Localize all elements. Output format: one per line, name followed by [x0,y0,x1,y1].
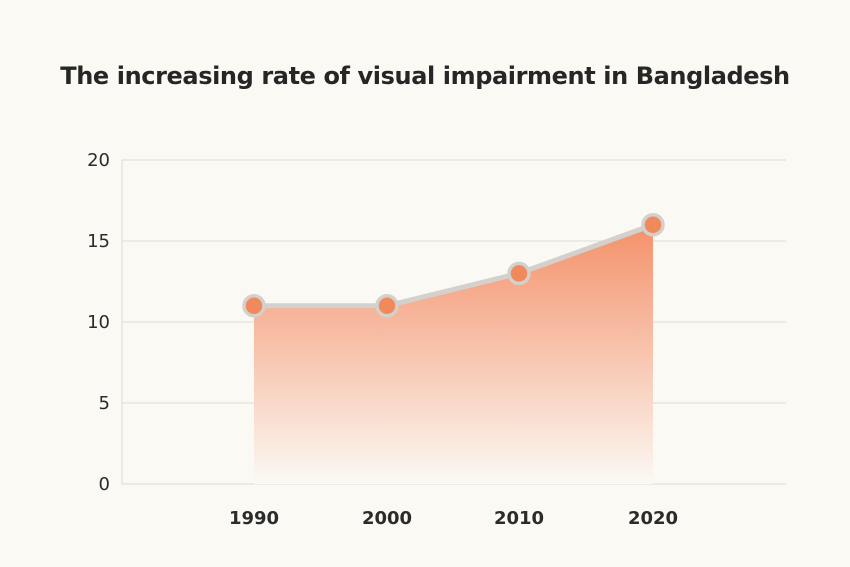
x-tick-label-2000: 2000 [362,508,412,529]
data-point-2000 [375,294,399,318]
series-line [254,222,654,309]
x-axis-ticks: 1990 2000 2010 2020 [229,508,678,529]
y-tick-label-15: 15 [87,231,110,252]
area-fill [254,224,653,485]
area-series [254,224,653,485]
y-tick-label-0: 0 [99,474,110,495]
y-axis-ticks: 0 5 10 15 20 [87,150,110,495]
data-point-1990 [242,294,266,318]
data-point-2010 [507,261,531,286]
y-tick-label-5: 5 [99,393,110,414]
x-tick-label-2020: 2020 [628,508,678,529]
x-tick-label-1990: 1990 [229,508,279,529]
line-path [254,222,654,309]
chart-title: The increasing rate of visual impairment… [60,62,790,90]
x-tick-label-2010: 2010 [494,508,544,529]
data-point-2020 [641,213,665,237]
data-points [242,213,665,318]
y-tick-label-20: 20 [87,150,110,171]
y-tick-label-10: 10 [87,312,110,333]
